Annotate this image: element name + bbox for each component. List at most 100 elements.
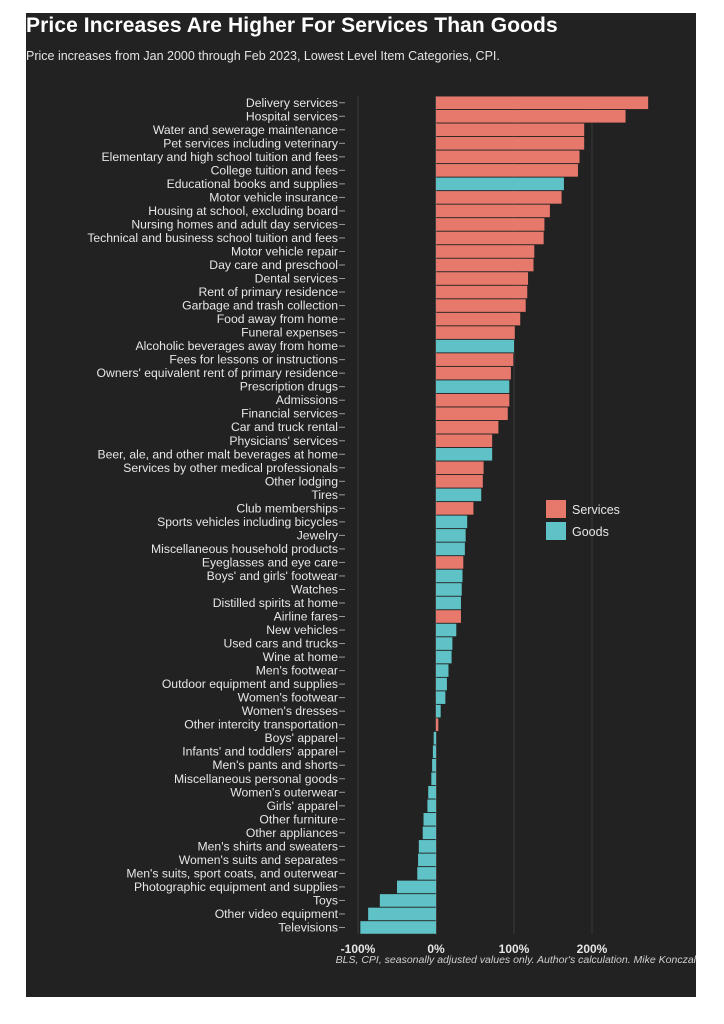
- legend-label: Services: [572, 503, 620, 517]
- category-label: Outdoor equipment and supplies: [162, 677, 338, 691]
- category-label: Nursing homes and adult day services: [131, 217, 338, 231]
- category-label: Funeral expenses: [241, 326, 338, 340]
- category-label: Men's pants and shorts: [212, 758, 338, 772]
- category-label: Hospital services: [246, 109, 338, 123]
- category-label: Car and truck rental: [231, 420, 338, 434]
- bar: [436, 596, 461, 610]
- category-label: Men's shirts and sweaters: [197, 839, 338, 853]
- category-label: Watches: [291, 582, 338, 596]
- category-label: Elementary and high school tuition and f…: [102, 150, 338, 164]
- bar: [436, 420, 499, 434]
- category-label: Prescription drugs: [240, 380, 338, 394]
- category-label: Food away from home: [217, 312, 338, 326]
- bar: [436, 569, 463, 583]
- bar: [428, 785, 436, 799]
- category-label: Other furniture: [259, 812, 338, 826]
- category-label: Boys' and girls' footwear: [207, 569, 338, 583]
- bar: [436, 285, 528, 299]
- category-label: Housing at school, excluding board: [148, 204, 338, 218]
- category-label: Girls' apparel: [267, 799, 338, 813]
- category-label: Technical and business school tuition an…: [87, 231, 338, 245]
- bar: [436, 461, 484, 475]
- chart-panel: [26, 13, 696, 997]
- bar: [436, 123, 585, 137]
- bar: [436, 407, 508, 421]
- category-label: Other video equipment: [215, 907, 339, 921]
- category-label: Tires: [311, 488, 338, 502]
- category-label: Distilled spirits at home: [213, 596, 339, 610]
- bar: [436, 380, 510, 393]
- bar: [418, 840, 436, 853]
- bar: [436, 353, 514, 366]
- category-label: Other intercity transportation: [184, 718, 338, 732]
- chart-title: Price Increases Are Higher For Services …: [26, 14, 558, 37]
- bar: [433, 731, 436, 745]
- category-label: Women's outerwear: [230, 785, 338, 799]
- chart-subtitle: Price increases from Jan 2000 through Fe…: [26, 49, 500, 63]
- category-label: Jewelry: [297, 528, 339, 542]
- bar: [436, 434, 493, 448]
- bar: [436, 488, 482, 502]
- category-label: Toys: [313, 893, 338, 907]
- x-tick-label: 200%: [577, 942, 608, 956]
- bar: [436, 718, 439, 731]
- bar: [436, 177, 564, 191]
- bar: [436, 272, 529, 285]
- bar: [436, 150, 580, 164]
- bar: [436, 691, 446, 704]
- category-label: Airline fares: [274, 610, 338, 624]
- category-label: Motor vehicle insurance: [209, 190, 338, 204]
- bar: [436, 650, 452, 664]
- category-label: Admissions: [276, 393, 338, 407]
- category-label: Rent of primary residence: [198, 285, 338, 299]
- bar: [423, 813, 436, 826]
- x-tick-label: 100%: [499, 942, 530, 956]
- bar: [436, 447, 493, 461]
- legend-swatch: [546, 500, 566, 518]
- bar: [379, 894, 436, 907]
- category-label: Garbage and trash collection: [182, 299, 338, 313]
- bar: [436, 312, 521, 326]
- category-label: Televisions: [278, 920, 338, 934]
- category-label: Motor vehicle repair: [231, 244, 338, 258]
- bar: [436, 96, 649, 110]
- bar: [436, 299, 526, 312]
- bar: [436, 109, 626, 123]
- category-label: Services by other medical professionals: [123, 461, 338, 475]
- source-caption: BLS, CPI, seasonally adjusted values onl…: [335, 954, 696, 966]
- bar: [436, 231, 544, 245]
- bar: [360, 921, 436, 934]
- category-label: Women's footwear: [238, 691, 338, 705]
- bar: [436, 245, 535, 258]
- category-label: Educational books and supplies: [167, 177, 338, 191]
- category-label: Eyeglasses and eye care: [202, 555, 338, 569]
- bar: [422, 826, 436, 840]
- bar: [436, 704, 441, 718]
- x-tick-label: 0%: [427, 942, 445, 956]
- category-label: Beer, ale, and other malt beverages at h…: [97, 447, 338, 461]
- legend-swatch: [546, 522, 566, 540]
- bar: [431, 772, 436, 786]
- bar: [432, 758, 436, 772]
- bar: [436, 339, 514, 353]
- bar: [436, 326, 515, 339]
- bar: [436, 204, 550, 218]
- category-label: Owners' equivalent rent of primary resid…: [97, 366, 339, 380]
- category-label: Men's suits, sport coats, and outerwear: [126, 866, 338, 880]
- category-label: Club memberships: [236, 501, 338, 515]
- bar: [436, 164, 578, 177]
- category-label: Alcoholic beverages away from home: [135, 339, 338, 353]
- bar: [368, 907, 436, 921]
- category-label: Physicians' services: [229, 434, 338, 448]
- category-label: Fees for lessons or instructions: [169, 353, 338, 367]
- category-label: Sports vehicles including bicycles: [157, 515, 338, 529]
- bar: [436, 623, 457, 637]
- category-label: Photographic equipment and supplies: [134, 880, 338, 894]
- legend-label: Goods: [572, 525, 609, 539]
- category-label: Infants' and toddlers' apparel: [182, 745, 338, 759]
- bar: [436, 218, 545, 231]
- category-label: Day care and preschool: [209, 258, 338, 272]
- bar: [432, 745, 436, 759]
- bar: [397, 880, 436, 894]
